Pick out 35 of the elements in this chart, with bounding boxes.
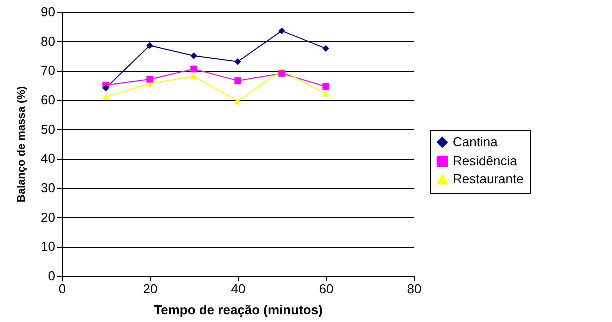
y-tick-label: 20 [41,210,56,225]
point [102,84,110,92]
point [322,45,330,52]
point [190,66,198,73]
point [278,28,286,34]
legend-label: Cantina [453,134,499,150]
y-tick-label: 0 [48,268,56,284]
y-tick-label: 70 [41,63,56,78]
x-tick-label: 0 [58,282,66,296]
point [234,58,242,66]
point [234,98,242,104]
x-tick-label: 40 [231,282,246,296]
point [278,70,286,77]
x-tick-label: 60 [319,282,334,296]
point [102,94,110,100]
x-tick-label: 20 [143,282,158,296]
point [146,42,154,50]
point [146,76,154,83]
legend-label: Restaurante [453,172,524,186]
y-tick-label: 30 [41,180,56,196]
y-tick-label: 60 [41,92,56,108]
x-axis-title: Tempo de reação (minutos) [154,302,323,318]
point [190,52,198,60]
point [234,78,242,84]
y-tick-label: 90 [41,4,56,20]
y-tick-label: 10 [41,239,56,254]
point [322,91,330,98]
y-axis-title: Balanço de massa (%) [16,86,28,203]
legend-label: Residência [453,154,518,168]
point [322,83,330,90]
y-tick-label: 50 [41,122,56,137]
y-tick-label: 80 [41,34,56,49]
y-tick-label: 40 [41,151,56,166]
point [190,74,198,80]
x-tick-label: 80 [407,282,422,296]
